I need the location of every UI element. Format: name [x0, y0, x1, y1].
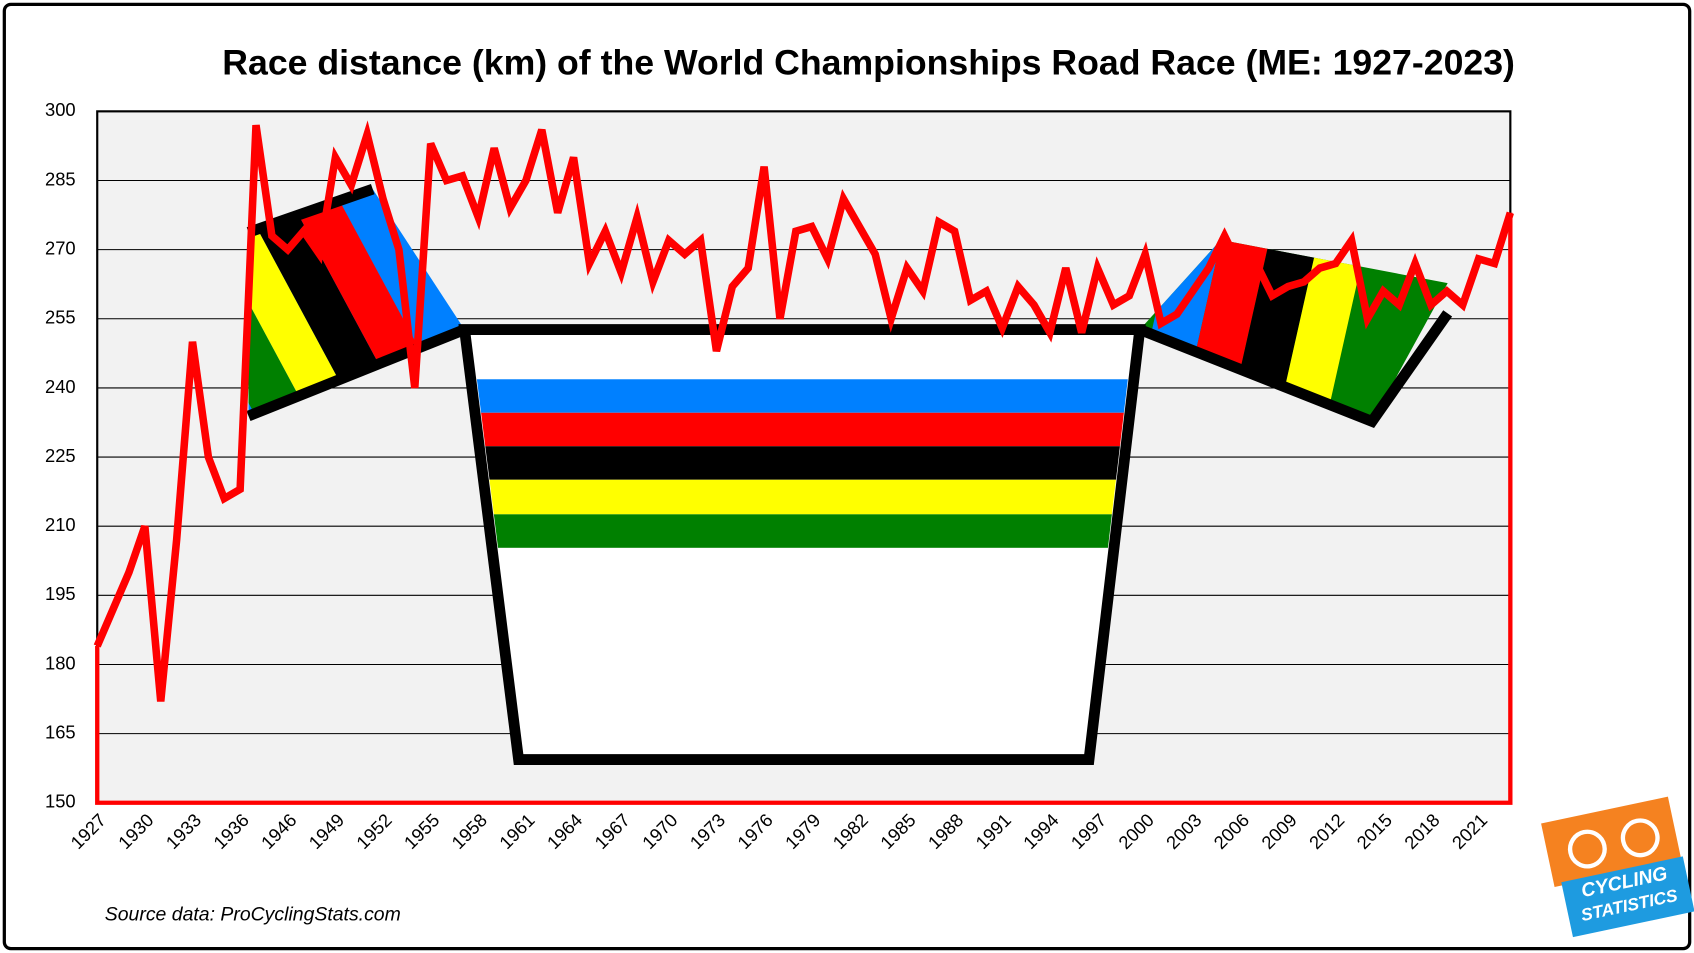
y-tick-label: 180 — [45, 652, 76, 673]
y-tick-label: 225 — [45, 445, 76, 466]
y-tick-label: 150 — [45, 791, 76, 812]
y-tick-label: 255 — [45, 307, 76, 328]
y-tick-label: 165 — [45, 721, 76, 742]
chart-title: Race distance (km) of the World Champion… — [222, 42, 1515, 82]
series-line — [93, 120, 1514, 702]
y-tick-label: 285 — [45, 168, 76, 189]
series-frame — [95, 212, 1513, 805]
y-tick-label: 210 — [45, 514, 76, 535]
source-note: Source data: ProCyclingStats.com — [105, 903, 401, 925]
y-tick-label: 240 — [45, 376, 76, 397]
y-tick-label: 195 — [45, 583, 76, 604]
y-tick-label: 300 — [45, 99, 76, 120]
logo: CYCLING STATISTICS — [1541, 796, 1694, 938]
y-tick-label: 270 — [45, 237, 76, 258]
